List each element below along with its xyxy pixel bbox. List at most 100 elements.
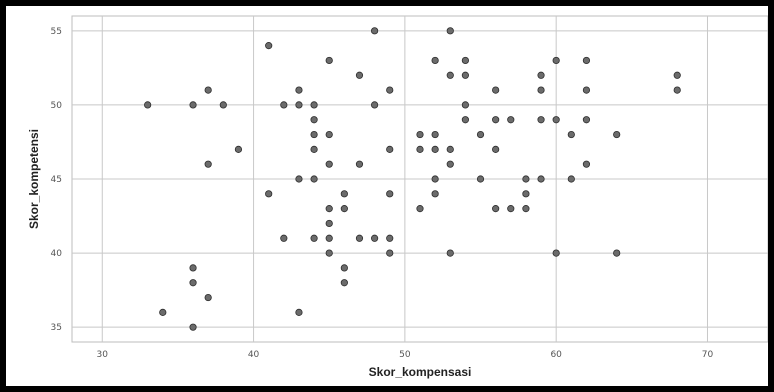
data-point [446,160,454,168]
data-point [416,145,424,153]
data-point [476,130,485,139]
data-point [355,160,364,168]
data-point [295,175,303,183]
tick-labels: 30 40 50 60 70 35 40 45 50 55 [51,27,714,360]
data-point [204,86,212,94]
data-point [386,86,394,94]
data-point [280,101,288,109]
data-point [204,160,212,168]
data-point [371,101,379,109]
data-point [189,279,197,287]
y-tick-label: 45 [51,175,62,185]
data-point [310,101,318,109]
data-point [446,27,454,35]
data-point [567,130,575,139]
data-point [537,71,545,79]
data-point [280,234,288,242]
x-tick-label: 50 [399,350,411,360]
data-point [159,308,167,316]
data-point [325,56,333,65]
data-point [537,86,545,94]
data-point [325,160,333,168]
data-point [340,190,348,198]
data-point [431,56,439,65]
data-point [386,234,394,242]
chart-frame: 30 40 50 60 70 35 40 45 50 55 Skor_kompensasi Sko… [6,6,768,386]
data-point [492,116,500,124]
data-point [431,175,439,183]
data-point [234,145,243,153]
y-tick-label: 35 [51,323,62,333]
x-tick-label: 60 [550,350,562,360]
data-point [461,56,469,65]
data-point [204,293,212,302]
data-point [386,190,394,198]
data-point [265,190,273,198]
data-point [265,42,273,50]
data-point [416,130,424,139]
x-tick-label: 40 [248,350,260,360]
data-point [310,130,318,139]
data-point [552,56,560,65]
data-point [567,175,575,183]
data-point [446,145,454,153]
data-point [189,101,197,109]
data-point [461,71,469,79]
data-point [582,56,591,65]
data-point [310,145,318,153]
data-point [219,101,227,109]
data-point [552,116,560,124]
data-point [325,130,333,139]
data-point [295,86,303,94]
data-point [537,175,545,183]
data-point [310,116,318,124]
data-point [522,205,530,213]
data-point [340,205,348,213]
data-point [325,249,333,257]
data-point [492,86,500,94]
data-point [386,249,394,257]
data-point [537,116,545,124]
data-point [310,234,318,242]
data-point [355,234,364,242]
data-point [507,205,515,213]
data-point [613,130,621,139]
data-point [492,145,500,153]
data-point [582,116,591,124]
y-tick-label: 40 [51,249,63,259]
data-point [552,249,560,257]
y-axis-title: Skor_kompetensi [27,129,41,229]
data-point [355,71,364,79]
y-tick-label: 50 [51,101,63,111]
data-point [673,71,681,79]
data-point [386,145,394,153]
data-point [522,190,530,198]
data-point [340,264,348,272]
data-point [431,145,439,153]
data-points [144,27,681,331]
data-point [416,205,424,213]
data-point [189,323,197,331]
data-point [461,116,469,124]
data-point [325,234,333,242]
x-tick-label: 70 [702,350,714,360]
data-point [507,116,515,124]
data-point [295,308,303,316]
gridlines [72,16,768,342]
data-point [446,71,454,79]
data-point [461,101,469,109]
data-point [431,130,439,139]
data-point [325,205,333,213]
data-point [582,86,591,94]
y-tick-label: 55 [51,27,62,37]
data-point [446,249,454,257]
x-tick-label: 30 [97,350,109,360]
data-point [310,175,318,183]
data-point [371,27,379,35]
data-point [295,101,303,109]
data-point [189,264,197,272]
data-point [673,86,681,94]
data-point [582,160,591,168]
scatter-plot: 30 40 50 60 70 35 40 45 50 55 Skor_kompensasi Sko… [27,15,768,379]
data-point [522,175,530,183]
